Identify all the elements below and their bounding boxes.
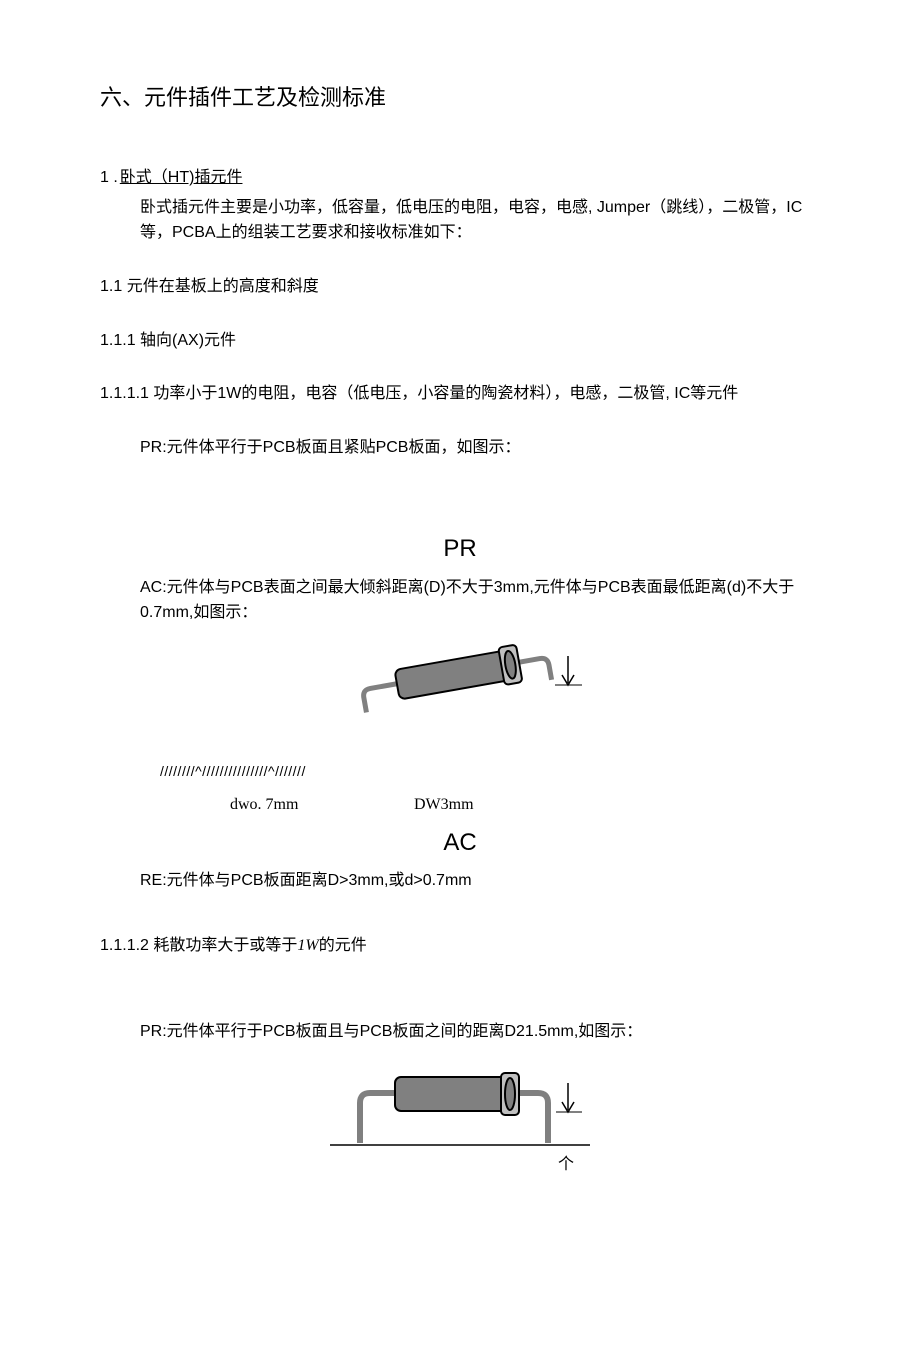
hatch-text: ////////^///////////////^/////// (100, 760, 820, 782)
dim-d-low: dwo. 7mm (230, 792, 410, 818)
ac-label: AC (100, 824, 820, 862)
page-title: 六、元件插件工艺及检测标准 (100, 80, 820, 115)
up-arrow-label: 个 (558, 1155, 574, 1173)
section-1-1-1-1-heading: 功率小于1W的电阻，电容（低电压，小容量的陶瓷材料），电感，二极管, IC等元件 (153, 385, 738, 402)
dimension-row: dwo. 7mm DW3mm (100, 792, 820, 818)
dim-d-high: DW3mm (414, 796, 474, 813)
section-1-1: 1.1 元件在基板上的高度和斜度 (100, 274, 820, 300)
section-1-1-1-2: 1.1.1.2 耗散功率大于或等于1W的元件 (100, 933, 820, 959)
section-1: 1 .卧式（HT)插元件 卧式插元件主要是小功率，低容量，低电压的电阻，电容，电… (100, 165, 820, 246)
pr-text-1: PR:元件体平行于PCB板面且紧贴PCB板面，如图示： (100, 435, 820, 461)
section-1-1-1-num: 1.1.1 (100, 332, 136, 349)
section-1-1-num: 1.1 (100, 278, 122, 295)
section-1-1-1-1-num: 1.1.1.1 (100, 385, 149, 402)
re-text: RE:元件体与PCB板面距离D>3mm,或d>0.7mm (100, 868, 820, 894)
section-1-1-1-1: 1.1.1.1 功率小于1W的电阻，电容（低电压，小容量的陶瓷材料），电感，二极… (100, 381, 820, 407)
component-raised-svg: 个 (320, 1065, 600, 1175)
ac-text: AC:元件体与PCB表面之间最大倾斜距离(D)不大于3mm,元件体与PCB表面最… (100, 575, 820, 626)
section-1-num: 1 . (100, 169, 118, 186)
section-1-1-1: 1.1.1 轴向(AX)元件 (100, 328, 820, 354)
component-tilted-svg (330, 641, 590, 731)
ac-diagram (100, 641, 820, 740)
section-1-1-heading: 元件在基板上的高度和斜度 (127, 278, 319, 295)
section-1-1-1-2-num: 1.1.1.2 (100, 937, 149, 954)
pr2-diagram: 个 (100, 1065, 820, 1184)
section-1-heading: 卧式（HT)插元件 (120, 169, 243, 186)
section-1-1-1-2-heading-em: 1W (297, 937, 318, 954)
pr-text-2: PR:元件体平行于PCB板面且与PCB板面之间的距离D21.5mm,如图示： (100, 1019, 820, 1045)
section-1-1-1-2-heading-a: 耗散功率大于或等于 (153, 937, 297, 954)
section-1-1-1-2-heading-b: 的元件 (319, 937, 367, 954)
section-1-para: 卧式插元件主要是小功率，低容量，低电压的电阻，电容，电感, Jumper（跳线）… (100, 195, 820, 246)
section-1-1-1-heading: 轴向(AX)元件 (140, 332, 236, 349)
pr-label: PR (100, 530, 820, 568)
